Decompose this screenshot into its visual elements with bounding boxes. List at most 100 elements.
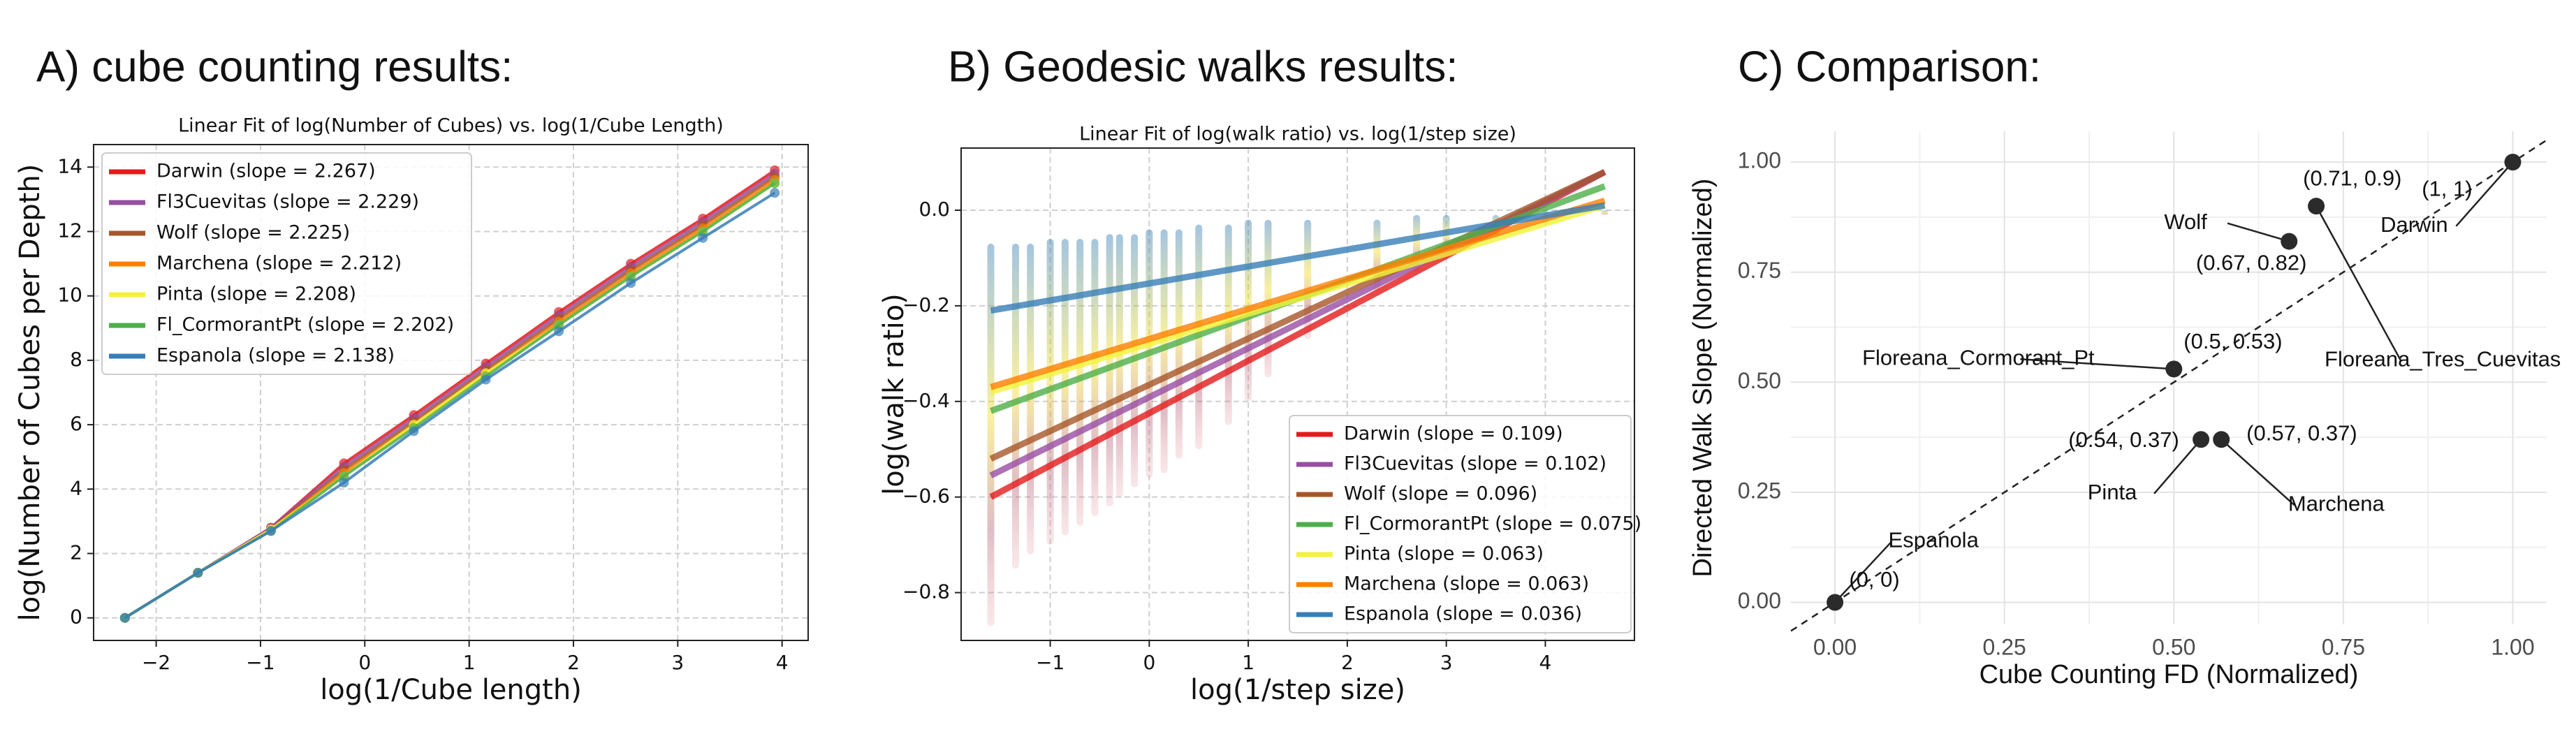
scatter-strip (1091, 239, 1099, 517)
y-tick-label: −0.4 (902, 389, 950, 412)
x-tick-label: 0 (1143, 651, 1155, 674)
point-label: (0.67, 0.82) (2196, 251, 2307, 275)
x-tick-label: 0.25 (1983, 634, 2026, 659)
y-tick-label: 8 (70, 348, 82, 371)
y-axis-label: Directed Walk Slope (Normalized) (1688, 179, 1718, 578)
y-tick-label: 0.00 (1738, 588, 1781, 613)
point-name: Pinta (2088, 480, 2137, 504)
point-name: Floreana_Tres_Cuevitas (2325, 346, 2561, 371)
data-point (2308, 198, 2325, 215)
y-axis-label: log(walk ratio) (878, 293, 910, 495)
x-axis-label: log(1/Cube length) (320, 674, 582, 706)
point-label: (0.57, 0.37) (2246, 420, 2357, 445)
x-tick-label: 3 (671, 651, 684, 674)
y-tick-label: 6 (70, 412, 82, 435)
y-tick-label: 14 (57, 154, 82, 177)
legend-label: Wolf (slope = 2.225) (156, 222, 350, 244)
point-name: Floreana_Cormorant_Pt (1862, 345, 2095, 369)
y-tick-label: 12 (57, 219, 82, 242)
leader-line (2153, 439, 2202, 494)
chart-title: Linear Fit of log(Number of Cubes) vs. l… (178, 115, 724, 137)
series-line (124, 191, 776, 619)
leader-line (2220, 439, 2295, 506)
data-point (770, 188, 780, 198)
data-point (698, 233, 708, 243)
y-tick-label: 0.25 (1738, 478, 1781, 503)
y-tick-label: −0.6 (902, 485, 950, 508)
data-point (1827, 594, 1844, 611)
y-tick-label: 0 (70, 606, 82, 629)
x-tick-label: 4 (1539, 651, 1551, 674)
data-point (2281, 233, 2298, 250)
leader-line (2315, 205, 2402, 361)
x-tick-label: 0.00 (1813, 634, 1857, 659)
x-tick-label: 1 (1242, 651, 1254, 674)
legend-label: Wolf (slope = 0.096) (1344, 483, 1537, 505)
legend-label: Pinta (slope = 2.208) (156, 284, 356, 305)
data-point (119, 612, 130, 623)
x-tick-label: 1.00 (2491, 634, 2534, 659)
panel: A) cube counting results: Linear Fit of l… (14, 43, 809, 706)
point-name: Espanola (1889, 528, 1979, 552)
point-name: Darwin (2380, 212, 2447, 237)
legend-box (101, 152, 472, 375)
y-tick-label: 1.00 (1738, 148, 1781, 173)
data-point (2165, 360, 2183, 378)
axes-frame (960, 147, 1635, 641)
series-line (990, 202, 1606, 314)
data-point (481, 374, 491, 385)
series-line (990, 202, 1606, 395)
y-tick-label: 4 (70, 476, 82, 499)
x-tick-label: −1 (246, 651, 275, 674)
x-tick-label: −2 (142, 651, 170, 674)
scatter-strip (987, 243, 995, 626)
x-tick-label: 0 (358, 651, 371, 674)
y-tick-label: −0.8 (902, 580, 950, 603)
x-tick-label: 4 (776, 651, 789, 674)
y-axis-label: log(Number of Cubes per Depth) (14, 164, 46, 622)
x-tick-label: 2 (1341, 651, 1354, 674)
chart-title: Linear Fit of log(walk ratio) vs. log(1/… (1079, 124, 1516, 145)
scatter-strip (1601, 210, 1609, 215)
data-point (409, 426, 419, 436)
y-tick-label: 0.0 (919, 198, 950, 221)
x-tick-label: 2 (567, 651, 580, 674)
panel-heading: B) Geodesic walks results: (948, 43, 1458, 91)
data-point (554, 326, 564, 337)
x-tick-label: 0.75 (2322, 634, 2365, 659)
leader-line (1834, 541, 1893, 603)
legend-label: Espanola (slope = 0.036) (1344, 603, 1582, 625)
point-label: (0, 0) (1849, 567, 1899, 592)
y-tick-label: 0.50 (1738, 368, 1781, 393)
point-label: (0.5, 0.53) (2183, 329, 2282, 353)
legend-label: Fl3Cuevitas (slope = 2.229) (156, 191, 419, 213)
scatter-strip (1011, 243, 1019, 569)
leader-line (2455, 161, 2514, 227)
data-point (2213, 431, 2230, 448)
legend-label: Marchena (slope = 0.063) (1344, 573, 1589, 595)
panel-heading: A) cube counting results: (36, 43, 513, 91)
scatter-strip (1160, 229, 1168, 474)
point-name: Marchena (2288, 492, 2385, 516)
panel: B) Geodesic walks results: Linear Fit of … (878, 43, 1641, 706)
series-line (990, 197, 1606, 390)
x-tick-label: −1 (1036, 651, 1064, 674)
panel: C) Comparison: 0.00 0.25 0.50 0.75 1.00 0.00 0.… (1688, 43, 2561, 689)
point-label: (0.54, 0.37) (2068, 427, 2179, 452)
y-tick-label: 10 (57, 284, 82, 307)
legend-label: Marchena (slope = 2.212) (156, 253, 402, 274)
x-axis-label: Cube Counting FD (Normalized) (1979, 660, 2359, 689)
data-point (770, 178, 780, 189)
leader-line (2020, 358, 2174, 370)
legend-label: Espanola (slope = 2.138) (156, 345, 395, 367)
data-point (2193, 431, 2210, 448)
data-point (2504, 154, 2522, 171)
point-label: (1, 1) (2422, 176, 2472, 200)
axes-frame (93, 144, 809, 641)
legend-label: Darwin (slope = 0.109) (1344, 423, 1563, 445)
data-point (265, 526, 276, 536)
legend-label: Fl3Cuevitas (slope = 0.102) (1344, 453, 1607, 475)
y-tick-label: 0.75 (1738, 258, 1781, 283)
point-name: Wolf (2164, 210, 2207, 234)
